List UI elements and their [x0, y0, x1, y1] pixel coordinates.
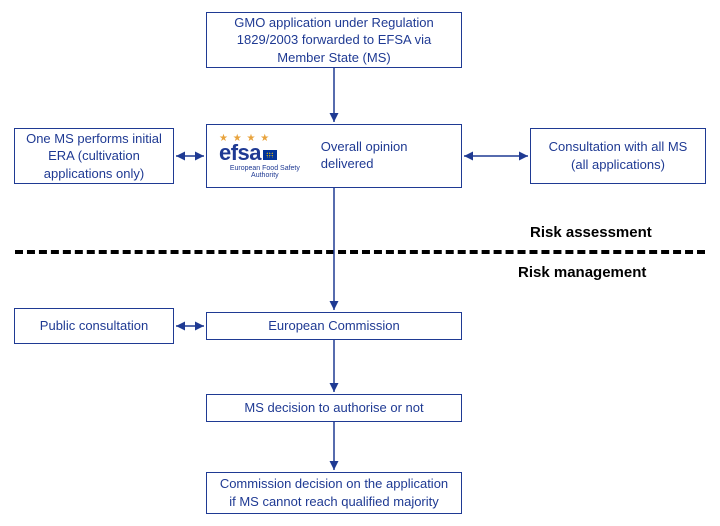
- flow-arrows: [0, 0, 720, 526]
